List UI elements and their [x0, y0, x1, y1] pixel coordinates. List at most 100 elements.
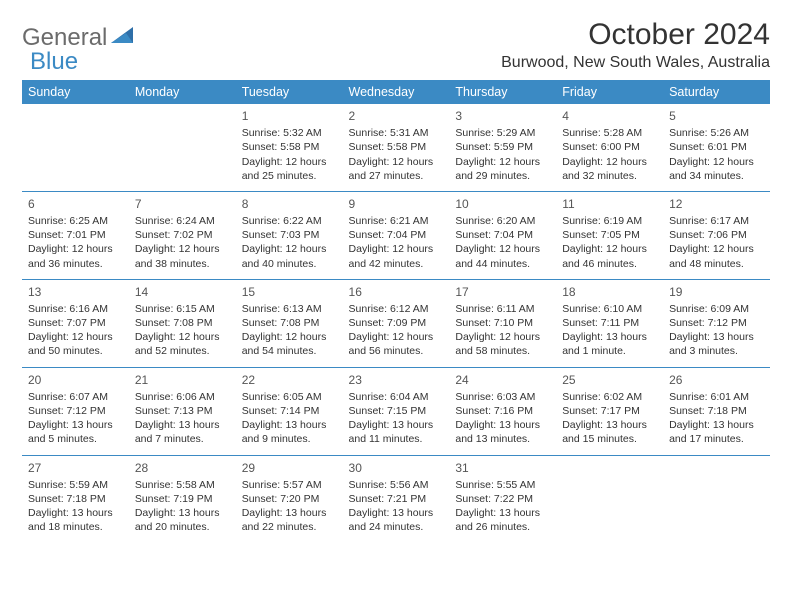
- sunset-text: Sunset: 7:12 PM: [669, 316, 764, 330]
- day-cell: 3Sunrise: 5:29 AMSunset: 5:59 PMDaylight…: [449, 104, 556, 191]
- daylight-text: Daylight: 13 hours: [349, 506, 444, 520]
- daylight-text: and 24 minutes.: [349, 520, 444, 534]
- sunrise-text: Sunrise: 5:32 AM: [242, 126, 337, 140]
- day-cell: 28Sunrise: 5:58 AMSunset: 7:19 PMDayligh…: [129, 455, 236, 542]
- sunset-text: Sunset: 7:15 PM: [349, 404, 444, 418]
- daylight-text: and 11 minutes.: [349, 432, 444, 446]
- day-number: 1: [242, 108, 337, 124]
- daylight-text: and 42 minutes.: [349, 257, 444, 271]
- daylight-text: Daylight: 12 hours: [242, 330, 337, 344]
- daylight-text: Daylight: 13 hours: [28, 506, 123, 520]
- daylight-text: Daylight: 12 hours: [242, 242, 337, 256]
- sunset-text: Sunset: 6:00 PM: [562, 140, 657, 154]
- daylight-text: Daylight: 13 hours: [242, 418, 337, 432]
- week-row: 6Sunrise: 6:25 AMSunset: 7:01 PMDaylight…: [22, 191, 770, 279]
- sunset-text: Sunset: 5:58 PM: [349, 140, 444, 154]
- daylight-text: Daylight: 12 hours: [455, 155, 550, 169]
- day-header: Saturday: [663, 80, 770, 104]
- daylight-text: Daylight: 12 hours: [28, 242, 123, 256]
- sunset-text: Sunset: 7:21 PM: [349, 492, 444, 506]
- week-row: 13Sunrise: 6:16 AMSunset: 7:07 PMDayligh…: [22, 279, 770, 367]
- sunset-text: Sunset: 7:04 PM: [455, 228, 550, 242]
- day-header: Wednesday: [343, 80, 450, 104]
- daylight-text: and 9 minutes.: [242, 432, 337, 446]
- sunset-text: Sunset: 7:19 PM: [135, 492, 230, 506]
- daylight-text: Daylight: 13 hours: [455, 418, 550, 432]
- sunrise-text: Sunrise: 6:03 AM: [455, 390, 550, 404]
- daylight-text: and 1 minute.: [562, 344, 657, 358]
- sunset-text: Sunset: 7:22 PM: [455, 492, 550, 506]
- daylight-text: Daylight: 13 hours: [669, 418, 764, 432]
- week-row: 20Sunrise: 6:07 AMSunset: 7:12 PMDayligh…: [22, 367, 770, 455]
- day-number: 26: [669, 372, 764, 388]
- day-cell: 9Sunrise: 6:21 AMSunset: 7:04 PMDaylight…: [343, 191, 450, 279]
- sunset-text: Sunset: 7:14 PM: [242, 404, 337, 418]
- daylight-text: Daylight: 12 hours: [562, 242, 657, 256]
- sunrise-text: Sunrise: 5:56 AM: [349, 478, 444, 492]
- title-block: October 2024 Burwood, New South Wales, A…: [501, 18, 770, 72]
- sunset-text: Sunset: 7:06 PM: [669, 228, 764, 242]
- day-cell: [22, 104, 129, 191]
- daylight-text: Daylight: 12 hours: [669, 155, 764, 169]
- sunset-text: Sunset: 7:05 PM: [562, 228, 657, 242]
- day-cell: 27Sunrise: 5:59 AMSunset: 7:18 PMDayligh…: [22, 455, 129, 542]
- sunset-text: Sunset: 7:04 PM: [349, 228, 444, 242]
- day-number: 16: [349, 284, 444, 300]
- day-number: 5: [669, 108, 764, 124]
- day-header: Friday: [556, 80, 663, 104]
- daylight-text: and 46 minutes.: [562, 257, 657, 271]
- location-text: Burwood, New South Wales, Australia: [501, 54, 770, 72]
- day-number: 4: [562, 108, 657, 124]
- week-row: 1Sunrise: 5:32 AMSunset: 5:58 PMDaylight…: [22, 104, 770, 191]
- sunset-text: Sunset: 5:59 PM: [455, 140, 550, 154]
- day-header: Thursday: [449, 80, 556, 104]
- daylight-text: Daylight: 13 hours: [28, 418, 123, 432]
- day-number: 8: [242, 196, 337, 212]
- sunset-text: Sunset: 7:09 PM: [349, 316, 444, 330]
- sunset-text: Sunset: 7:18 PM: [28, 492, 123, 506]
- sunrise-text: Sunrise: 6:05 AM: [242, 390, 337, 404]
- day-cell: 22Sunrise: 6:05 AMSunset: 7:14 PMDayligh…: [236, 367, 343, 455]
- day-cell: 17Sunrise: 6:11 AMSunset: 7:10 PMDayligh…: [449, 279, 556, 367]
- daylight-text: and 15 minutes.: [562, 432, 657, 446]
- day-number: 12: [669, 196, 764, 212]
- daylight-text: Daylight: 13 hours: [135, 418, 230, 432]
- day-number: 6: [28, 196, 123, 212]
- logo-triangle-icon: [111, 24, 137, 52]
- daylight-text: and 44 minutes.: [455, 257, 550, 271]
- sunset-text: Sunset: 7:16 PM: [455, 404, 550, 418]
- day-cell: 23Sunrise: 6:04 AMSunset: 7:15 PMDayligh…: [343, 367, 450, 455]
- sunrise-text: Sunrise: 6:15 AM: [135, 302, 230, 316]
- day-header-row: Sunday Monday Tuesday Wednesday Thursday…: [22, 80, 770, 104]
- day-cell: 16Sunrise: 6:12 AMSunset: 7:09 PMDayligh…: [343, 279, 450, 367]
- sunrise-text: Sunrise: 5:58 AM: [135, 478, 230, 492]
- daylight-text: Daylight: 12 hours: [349, 155, 444, 169]
- day-number: 18: [562, 284, 657, 300]
- daylight-text: Daylight: 13 hours: [242, 506, 337, 520]
- daylight-text: and 52 minutes.: [135, 344, 230, 358]
- day-number: 28: [135, 460, 230, 476]
- sunrise-text: Sunrise: 6:11 AM: [455, 302, 550, 316]
- logo: General: [22, 18, 137, 52]
- sunset-text: Sunset: 7:03 PM: [242, 228, 337, 242]
- day-cell: 21Sunrise: 6:06 AMSunset: 7:13 PMDayligh…: [129, 367, 236, 455]
- sunset-text: Sunset: 7:08 PM: [242, 316, 337, 330]
- sunrise-text: Sunrise: 6:13 AM: [242, 302, 337, 316]
- daylight-text: and 26 minutes.: [455, 520, 550, 534]
- day-cell: 12Sunrise: 6:17 AMSunset: 7:06 PMDayligh…: [663, 191, 770, 279]
- day-number: 13: [28, 284, 123, 300]
- daylight-text: Daylight: 12 hours: [669, 242, 764, 256]
- daylight-text: and 25 minutes.: [242, 169, 337, 183]
- sunrise-text: Sunrise: 6:16 AM: [28, 302, 123, 316]
- daylight-text: and 50 minutes.: [28, 344, 123, 358]
- daylight-text: Daylight: 12 hours: [28, 330, 123, 344]
- day-cell: [663, 455, 770, 542]
- sunrise-text: Sunrise: 6:04 AM: [349, 390, 444, 404]
- day-cell: 29Sunrise: 5:57 AMSunset: 7:20 PMDayligh…: [236, 455, 343, 542]
- daylight-text: Daylight: 12 hours: [135, 330, 230, 344]
- sunset-text: Sunset: 7:01 PM: [28, 228, 123, 242]
- daylight-text: and 13 minutes.: [455, 432, 550, 446]
- daylight-text: and 20 minutes.: [135, 520, 230, 534]
- sunrise-text: Sunrise: 5:57 AM: [242, 478, 337, 492]
- daylight-text: Daylight: 13 hours: [562, 418, 657, 432]
